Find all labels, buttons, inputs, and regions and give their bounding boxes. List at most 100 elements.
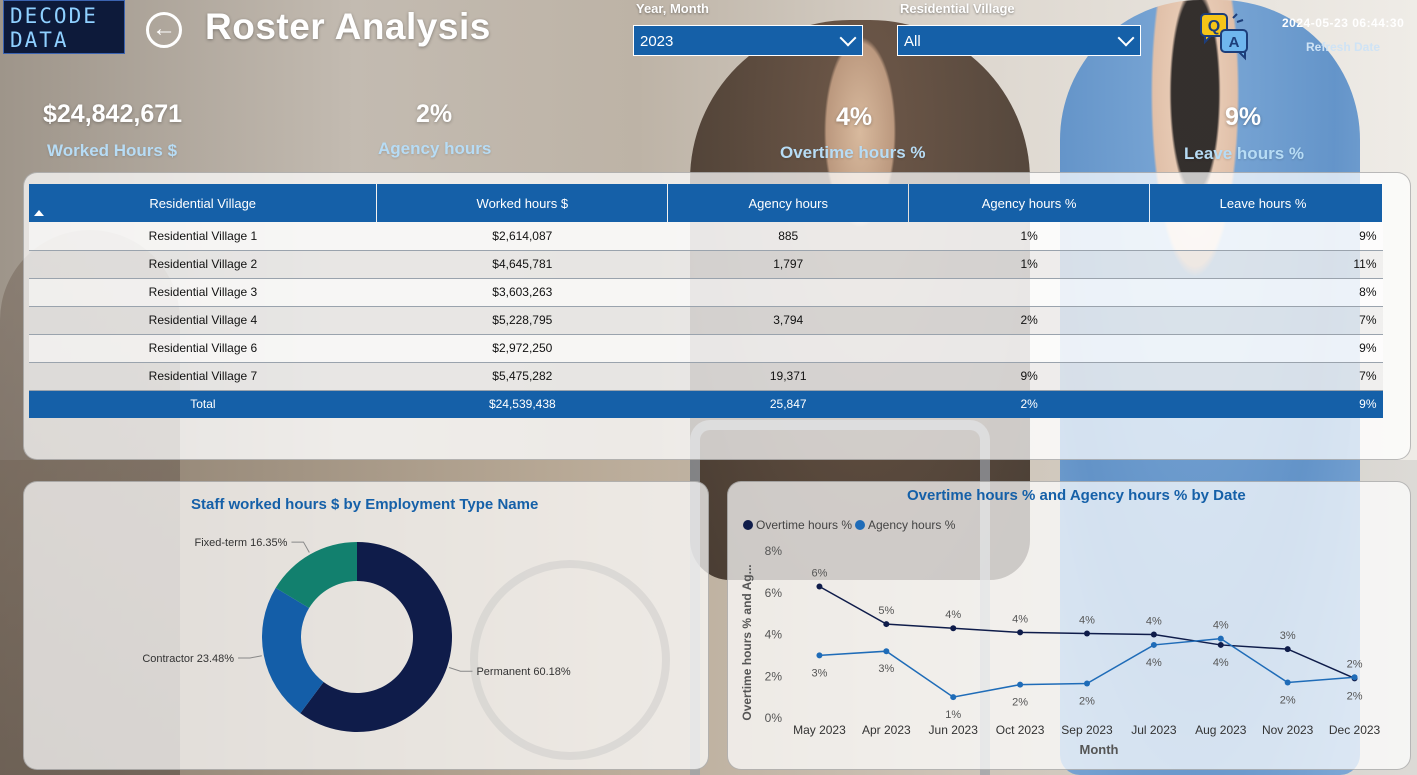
y-tick-label: 4% <box>765 628 783 642</box>
x-tick-label: Jun 2023 <box>929 723 979 737</box>
data-point[interactable] <box>1017 681 1024 688</box>
data-point[interactable] <box>950 625 957 632</box>
line-chart-title: Overtime hours % and Agency hours % by D… <box>907 487 1246 504</box>
logo-line-2: DATA <box>10 28 69 52</box>
cell-worked-hours: $4,645,781 <box>376 250 668 279</box>
data-point[interactable] <box>950 694 957 701</box>
cell-worked-hours: $2,972,250 <box>376 334 668 363</box>
data-point[interactable] <box>816 583 823 590</box>
table-row[interactable]: Residential Village 1 $2,614,087 885 1% … <box>29 222 1383 251</box>
logo-line-1: DECODE <box>10 4 98 28</box>
column-header-agency-hours[interactable]: Agency hours <box>667 184 910 222</box>
data-label: 2% <box>1280 695 1296 707</box>
refresh-datetime: 2024-05-23 06:44:30 <box>1282 16 1405 30</box>
data-point[interactable] <box>816 652 823 659</box>
data-point[interactable] <box>1084 680 1090 687</box>
data-label: 3% <box>811 667 827 679</box>
cell-village: Residential Village 2 <box>29 250 377 279</box>
village-dropdown[interactable]: All <box>897 25 1141 56</box>
data-point[interactable] <box>1150 631 1157 638</box>
cell-agency-pct: 9% <box>908 362 1150 391</box>
village-value: All <box>904 33 921 50</box>
data-label: 3% <box>1280 630 1296 642</box>
column-header-village[interactable]: Residential Village <box>29 184 378 222</box>
refresh-date-label: Refresh Date <box>1306 40 1381 54</box>
donut-slice-fixed-term[interactable] <box>275 542 357 609</box>
year-month-value: 2023 <box>640 33 674 50</box>
page-title: Roster Analysis <box>205 6 491 47</box>
total-leave-pct: 9% <box>1149 390 1383 418</box>
table-row[interactable]: Residential Village 4 $5,228,795 3,794 2… <box>29 306 1383 335</box>
y-tick-label: 8% <box>765 544 783 558</box>
column-header-leave-pct[interactable]: Leave hours % <box>1149 184 1383 222</box>
kpi-overtime-value: 4% <box>836 103 873 131</box>
column-header-agency-pct[interactable]: Agency hours % <box>908 184 1151 222</box>
donut-leader-line <box>238 655 262 659</box>
table-header-row: Residential Village Worked hours $ Agenc… <box>29 184 1383 222</box>
data-label: 4% <box>1146 657 1162 669</box>
table-row[interactable]: Residential Village 7 $5,475,282 19,371 … <box>29 362 1383 391</box>
legend-label[interactable]: Agency hours % <box>868 518 956 532</box>
y-tick-label: 6% <box>765 586 783 600</box>
kpi-agency-hours-value: 2% <box>416 100 453 128</box>
y-tick-label: 0% <box>765 711 783 725</box>
cell-agency-hours <box>667 278 909 307</box>
overtime-agency-chart-panel: Overtime hours % and Agency hours % by D… <box>727 481 1411 770</box>
kpi-agency-hours-label: Agency hours <box>378 139 492 158</box>
series-line-1 <box>819 637 1355 698</box>
cell-agency-pct: 2% <box>908 306 1150 335</box>
data-point[interactable] <box>1084 630 1090 637</box>
donut-label-contractor: Contractor 23.48% <box>142 653 234 665</box>
cell-worked-hours: $2,614,087 <box>376 222 668 251</box>
back-button[interactable]: ← <box>146 12 182 48</box>
cell-agency-hours: 19,371 <box>667 362 909 391</box>
village-table: Residential Village Worked hours $ Agenc… <box>29 184 1383 418</box>
column-header-worked-hours[interactable]: Worked hours $ <box>376 184 669 222</box>
kpi-leave-value: 9% <box>1225 103 1262 131</box>
legend-label[interactable]: Overtime hours % <box>756 518 852 532</box>
x-tick-label: Sep 2023 <box>1061 723 1113 737</box>
data-label: 2% <box>1012 697 1028 709</box>
donut-chart[interactable]: Permanent 60.18% Contractor 23.48% Fixed-t… <box>24 482 708 769</box>
table-row[interactable]: Residential Village 3 $3,603,263 8% <box>29 278 1383 307</box>
cell-leave-pct: 9% <box>1149 334 1383 363</box>
data-point[interactable] <box>1284 679 1291 686</box>
donut-slice-permanent[interactable] <box>300 542 452 732</box>
cell-agency-hours: 885 <box>667 222 909 251</box>
cell-worked-hours: $3,603,263 <box>376 278 668 307</box>
year-month-dropdown[interactable]: 2023 <box>633 25 863 56</box>
data-point[interactable] <box>1217 635 1224 642</box>
data-label: 4% <box>1213 620 1229 632</box>
donut-leader-line <box>448 667 473 672</box>
chevron-down-icon <box>1117 29 1135 47</box>
cell-worked-hours: $5,475,282 <box>376 362 668 391</box>
cell-village: Residential Village 6 <box>29 334 377 363</box>
total-agency-pct: 2% <box>908 390 1150 418</box>
data-point[interactable] <box>1351 674 1358 681</box>
x-tick-label: Oct 2023 <box>996 723 1045 737</box>
data-point[interactable] <box>1150 641 1157 648</box>
data-point[interactable] <box>1017 629 1024 636</box>
data-point[interactable] <box>1217 641 1224 648</box>
cell-agency-hours <box>667 334 909 363</box>
donut-leader-line <box>291 541 310 553</box>
donut-label-fixed-term: Fixed-term 16.35% <box>195 537 288 549</box>
cell-agency-pct <box>908 334 1150 363</box>
data-point[interactable] <box>1284 646 1291 653</box>
data-point[interactable] <box>883 621 890 628</box>
data-point[interactable] <box>883 648 890 655</box>
total-label: Total <box>29 390 377 418</box>
svg-text:A: A <box>1229 34 1240 51</box>
cell-leave-pct: 8% <box>1149 278 1383 307</box>
qa-chat-icon[interactable]: Q A <box>1199 10 1251 62</box>
table-row[interactable]: Residential Village 6 $2,972,250 9% <box>29 334 1383 363</box>
data-label: 4% <box>1146 616 1162 628</box>
donut-slice-contractor[interactable] <box>262 587 324 714</box>
line-chart[interactable]: Overtime hours % Agency hours % 0% 2% 4% 6% 8%… <box>728 482 1410 769</box>
table-row[interactable]: Residential Village 2 $4,645,781 1,797 1… <box>29 250 1383 279</box>
data-label: 2% <box>1347 690 1363 702</box>
x-tick-label: Aug 2023 <box>1195 723 1247 737</box>
company-logo: DECODE DATA <box>3 0 125 54</box>
chevron-down-icon <box>839 29 857 47</box>
data-label: 2% <box>1347 658 1363 670</box>
